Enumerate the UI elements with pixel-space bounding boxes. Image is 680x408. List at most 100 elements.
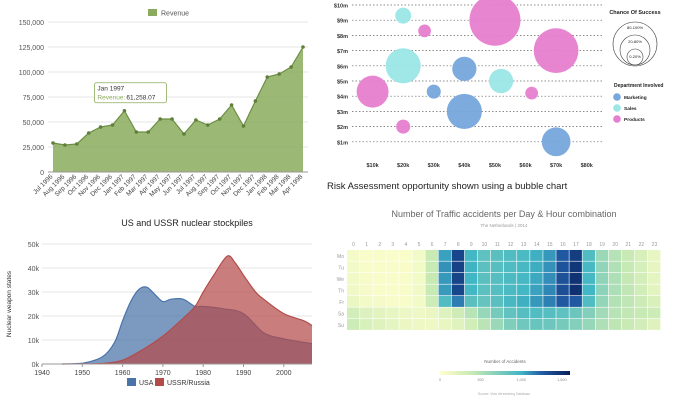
colorbar-tick-label: 1,000 (516, 378, 526, 382)
heatmap-cell (569, 284, 582, 296)
revenue-point (98, 125, 103, 129)
heatmap-cell (360, 250, 373, 261)
heatmap-cell (569, 319, 582, 330)
heatmap-cell (386, 284, 399, 296)
traffic-heatmap-chart: Number of Traffic accidents per Day & Ho… (337, 209, 661, 396)
heatmap-cell (464, 284, 478, 296)
bubble (385, 48, 421, 84)
y-tick-label: $5m (337, 80, 348, 86)
heatmap-cell (517, 284, 530, 296)
heatmap-cell (582, 261, 595, 273)
bubble (488, 68, 514, 94)
tooltip-value: 61,258.07 (126, 95, 155, 102)
heatmap-cell (543, 319, 556, 330)
heatmap-cell (490, 319, 504, 330)
legend-swatch (155, 378, 164, 386)
heatmap-cell (543, 296, 556, 307)
x-tick-label: $60k (519, 163, 532, 169)
y-tick-label: $4m (337, 95, 348, 101)
y-tick-label: $6m (337, 64, 348, 70)
hour-label: 16 (560, 242, 566, 248)
heatmap-cell (621, 261, 635, 273)
heatmap-cell (464, 250, 478, 261)
heatmap-cell (621, 296, 635, 307)
y-tick-label: 150,000 (19, 20, 44, 27)
heatmap-cell (595, 284, 609, 296)
revenue-point (51, 141, 55, 145)
heatmap-cell (621, 273, 635, 284)
heatmap-cell (347, 307, 360, 319)
chart-title: US and USSR nuclear stockpiles (121, 218, 253, 228)
hour-label: 19 (599, 242, 605, 248)
heatmap-cell (477, 273, 491, 284)
tooltip-title: Jan 1997 (97, 86, 124, 93)
heatmap-cell (608, 319, 622, 330)
heatmap-cell (543, 250, 556, 261)
heatmap-cell (517, 261, 530, 273)
x-tick-label: 1960 (115, 370, 131, 377)
y-tick-label: $3m (337, 110, 348, 116)
heatmap-cell (373, 261, 386, 273)
chart-footer: Source: Vida Verzekering Database (478, 392, 530, 396)
heatmap-cell (490, 296, 504, 307)
heatmap-cell (373, 273, 386, 284)
heatmap-cell (438, 296, 452, 307)
hour-label: 0 (352, 242, 355, 248)
heatmap-cell (490, 307, 504, 319)
heatmap-cell (347, 250, 360, 261)
heatmap-cell (451, 307, 465, 319)
heatmap-cell (595, 296, 609, 307)
hour-label: 14 (534, 242, 540, 248)
heatmap-cell (504, 307, 517, 319)
heatmap-cell (647, 261, 661, 273)
heatmap-cell (386, 307, 399, 319)
heatmap-cell (412, 284, 425, 296)
bubble (541, 127, 571, 157)
heatmap-cell (556, 296, 569, 307)
revenue-point (205, 123, 210, 127)
heatmap-cell (360, 261, 373, 273)
size-legend-circle (612, 21, 658, 67)
size-legend-label: 80-100% (627, 25, 643, 30)
bubble (418, 24, 431, 38)
heatmap-cell (399, 284, 412, 296)
hour-label: 21 (626, 242, 632, 248)
heatmap-cell (412, 307, 425, 319)
revenue-point (194, 118, 198, 122)
x-tick-label: 1970 (155, 370, 171, 377)
heatmap-cell (490, 273, 504, 284)
bubble (452, 56, 477, 81)
heatmap-cell (373, 319, 386, 330)
y-tick-label: 30k (28, 290, 40, 297)
revenue-chart: 0 25,000 50,000 75,000 100,000 125,000 150,000… (19, 9, 308, 199)
heatmap-cell (464, 307, 478, 319)
heatmap-cell (347, 261, 360, 273)
heatmap-cell (634, 307, 648, 319)
hour-label: 3 (391, 242, 394, 248)
hour-label: 23 (652, 242, 658, 248)
x-tick-label: $80k (581, 163, 594, 169)
revenue-point (253, 99, 258, 103)
heatmap-cell (504, 296, 517, 307)
revenue-point (229, 103, 234, 107)
y-tick-label: 50,000 (23, 120, 45, 127)
heatmap-cell (412, 296, 425, 307)
y-tick-label: 100,000 (19, 70, 44, 77)
revenue-point (75, 142, 79, 146)
heatmap-cell (621, 284, 635, 296)
heatmap-cell (530, 296, 543, 307)
heatmap-cell (386, 319, 399, 330)
revenue-point (110, 123, 115, 127)
risk-bubble-chart: $1m $2m $3m $4m $5m $6m $7m $8m $9m $10m $10k $20k $… (334, 0, 663, 169)
heatmap-cell (530, 307, 543, 319)
heatmap-cell (556, 284, 569, 296)
bubble (469, 0, 521, 46)
colorbar-tick-label: 500 (477, 378, 483, 382)
heatmap-cell (543, 261, 556, 273)
heatmap-cell (647, 307, 661, 319)
heatmap-cell (399, 273, 412, 284)
heatmap-cell (530, 319, 543, 330)
y-tick-label: $2m (337, 125, 348, 131)
y-tick-label: 10k (28, 338, 40, 345)
heatmap-cell (530, 284, 543, 296)
